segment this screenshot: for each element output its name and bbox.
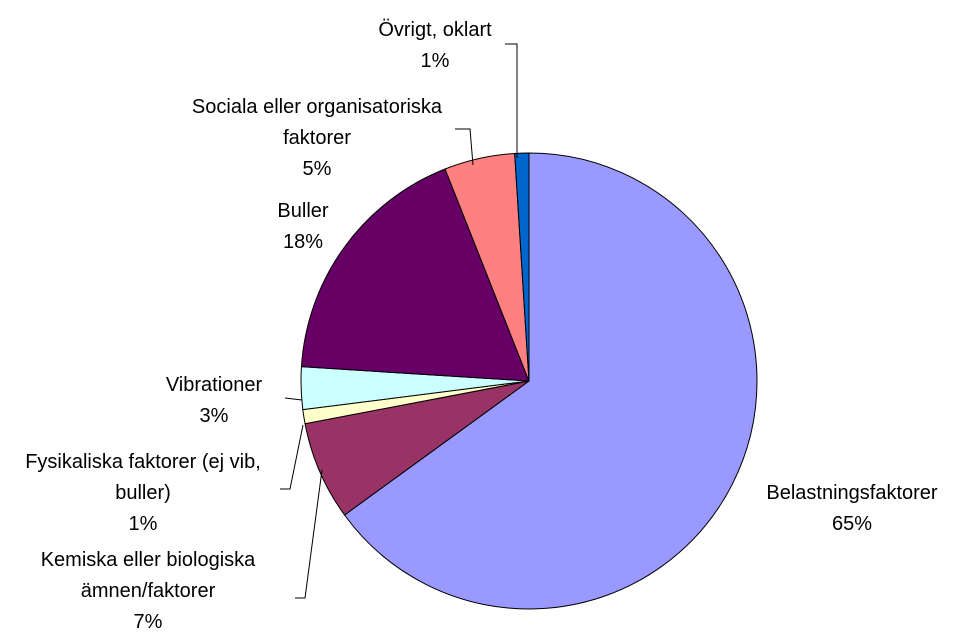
leader-lines [280, 43, 518, 599]
slice-label: Buller 18% [263, 196, 343, 258]
leader-line [505, 43, 518, 158]
slice-label: Övrigt, oklart 1% [335, 15, 535, 77]
category-name: Fysikaliska faktorer (ej vib, buller) [25, 451, 261, 504]
pie-slice [514, 152, 530, 382]
value-label: 1% [420, 50, 450, 72]
slice-label: Sociala eller organisatoriska faktorer 5% [175, 92, 460, 185]
pie-slice [300, 168, 530, 382]
category-name: Vibrationer [165, 374, 263, 396]
value-label: 7% [133, 611, 163, 632]
leader-line [295, 469, 323, 599]
value-label: 65% [831, 513, 873, 535]
slice-label: Kemiska eller biologiska ämnen/faktorer 7… [3, 545, 293, 632]
pie-slice [343, 152, 758, 610]
slice-label: Belastningsfaktorer 65% [732, 478, 964, 540]
value-label: 3% [199, 405, 229, 427]
value-label: 5% [302, 158, 332, 180]
leader-line [284, 397, 303, 401]
category-name: Övrigt, oklart [378, 19, 492, 41]
slice-label: Vibrationer 3% [149, 370, 279, 432]
leader-line [280, 424, 304, 490]
leader-line [455, 128, 474, 166]
value-label: 18% [282, 231, 324, 253]
category-name: Sociala eller organisatoriska faktorer [191, 96, 443, 149]
slice-label: Fysikaliska faktorer (ej vib, buller) 1% [6, 447, 281, 540]
category-name: Buller [277, 200, 329, 222]
value-label: 1% [128, 513, 158, 535]
category-name: Kemiska eller biologiska ämnen/faktorer [40, 549, 256, 602]
category-name: Belastningsfaktorer [766, 482, 938, 504]
